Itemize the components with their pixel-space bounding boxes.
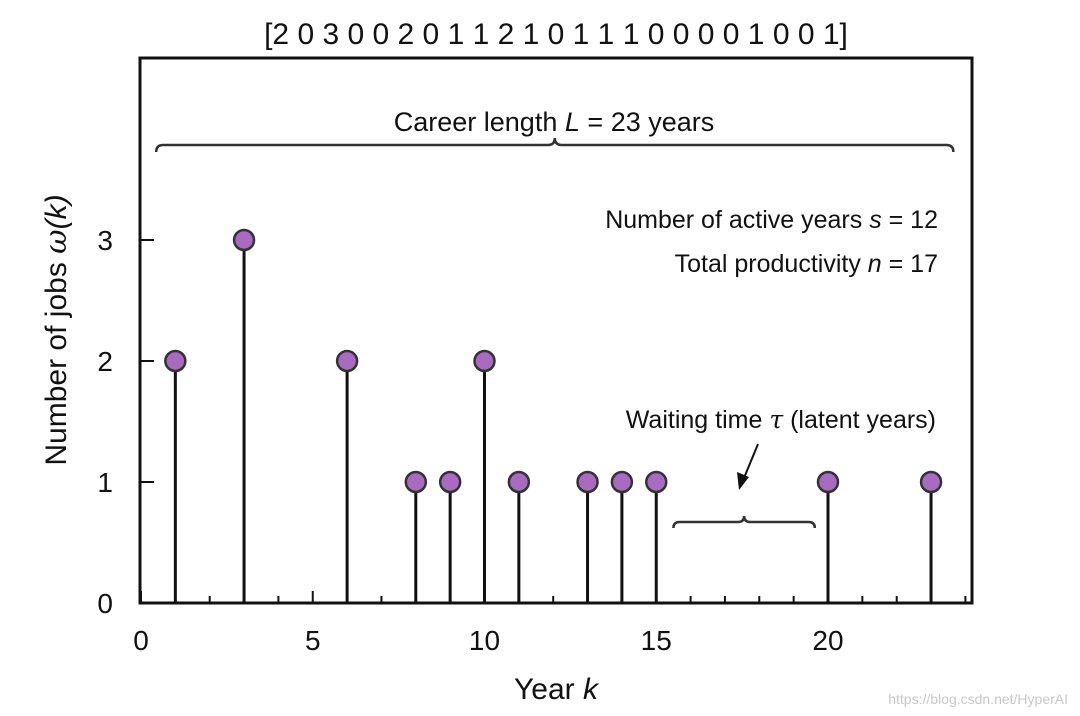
stems xyxy=(173,240,933,603)
stem-marker xyxy=(645,470,668,494)
stem-marker xyxy=(335,349,359,373)
y-tick-label: 3 xyxy=(97,225,113,256)
stem-marker xyxy=(576,470,599,494)
stem-marker xyxy=(438,470,462,494)
stem-marker xyxy=(507,470,531,494)
waiting-brace xyxy=(672,515,817,529)
x-axis-label: Year k xyxy=(514,673,600,706)
stem-marker xyxy=(232,228,256,252)
stem-marker xyxy=(473,349,496,373)
total-productivity-label: Total productivity n = 17 xyxy=(675,250,938,278)
x-tick-label: 15 xyxy=(641,625,672,656)
active-years-label: Number of active years s = 12 xyxy=(605,206,938,234)
x-tick-label: 5 xyxy=(305,625,321,656)
career-length-label: Career length L = 23 years xyxy=(394,107,715,137)
career-brace xyxy=(154,137,955,153)
x-tick-label: 20 xyxy=(812,625,843,656)
stem-marker xyxy=(816,470,840,494)
waiting-arrow xyxy=(737,443,759,490)
markers xyxy=(164,228,943,494)
x-tick-label: 0 xyxy=(133,625,149,656)
stem-marker xyxy=(610,470,634,494)
stem-marker xyxy=(919,470,943,494)
stem-marker xyxy=(164,349,187,373)
axis-ticks: 0 5 10 15 20 0 1 2 3 xyxy=(97,225,967,656)
y-axis-label: Number of jobs ω(k) xyxy=(39,194,74,465)
watermark: https://blog.csdn.net/HyperAI xyxy=(888,691,1068,707)
y-tick-label: 1 xyxy=(97,467,113,498)
braces xyxy=(154,137,955,529)
x-tick-label: 10 xyxy=(469,625,500,656)
sequence-header: [2 0 3 0 0 2 0 1 1 2 1 0 1 1 1 0 0 0 0 1… xyxy=(264,18,848,51)
y-tick-label: 2 xyxy=(97,346,113,377)
stem-marker xyxy=(404,470,428,494)
waiting-time-label: Waiting time τ (latent years) xyxy=(626,405,936,434)
y-tick-label: 0 xyxy=(97,588,113,619)
plot-frame xyxy=(138,56,974,605)
